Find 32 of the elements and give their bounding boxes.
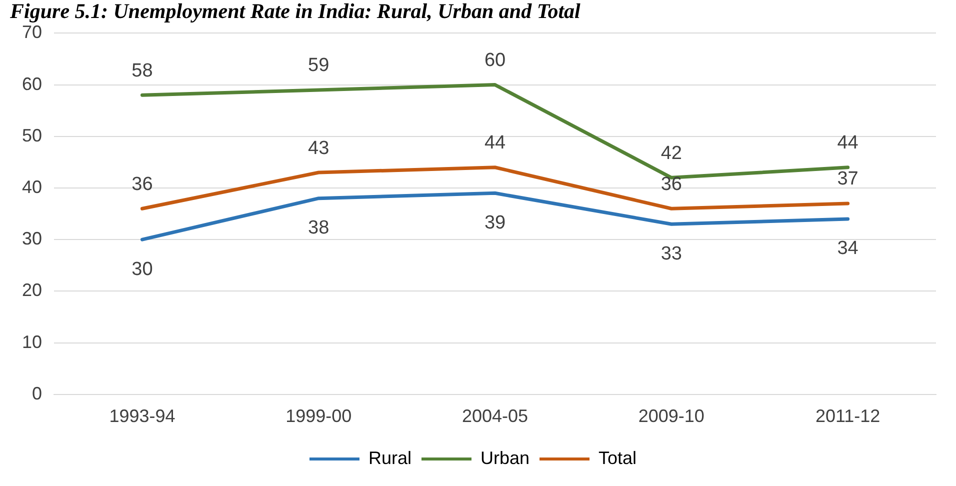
data-label: 44 (484, 132, 506, 154)
y-tick-label: 60 (22, 74, 42, 94)
data-label: 36 (132, 174, 153, 195)
data-label: 30 (132, 258, 153, 280)
y-tick-label: 40 (22, 176, 42, 197)
data-label: 37 (837, 168, 858, 190)
data-label: 39 (484, 212, 506, 234)
legend-label: Urban (480, 448, 530, 468)
y-tick-label: 70 (22, 22, 42, 42)
legend-label: Rural (368, 448, 412, 468)
x-tick-label: 1999-00 (286, 406, 352, 426)
x-tick-label: 2009-10 (638, 406, 704, 426)
y-tick-label: 30 (22, 228, 42, 249)
data-label: 42 (660, 142, 682, 164)
data-label: 59 (308, 55, 330, 76)
legend-label: Total (598, 448, 637, 468)
y-tick-label: 20 (22, 280, 42, 300)
data-label: 34 (837, 238, 859, 260)
data-label: 33 (660, 243, 682, 264)
data-label: 36 (660, 174, 682, 195)
chart-title: Figure 5.1: Unemployment Rate in India: Rural, Urban and Total (9, 0, 581, 24)
x-tick-label: 1993-94 (109, 406, 176, 426)
y-tick-label: 50 (22, 125, 42, 146)
data-label: 44 (837, 132, 859, 154)
x-tick-label: 2004-05 (462, 406, 528, 426)
data-label: 60 (484, 50, 506, 72)
x-tick-label: 2011-12 (815, 406, 880, 426)
data-label: 58 (132, 60, 153, 82)
y-tick-label: 10 (22, 332, 42, 352)
y-tick-label: 0 (32, 383, 42, 404)
data-label: 38 (308, 218, 330, 239)
data-label: 43 (308, 138, 330, 159)
